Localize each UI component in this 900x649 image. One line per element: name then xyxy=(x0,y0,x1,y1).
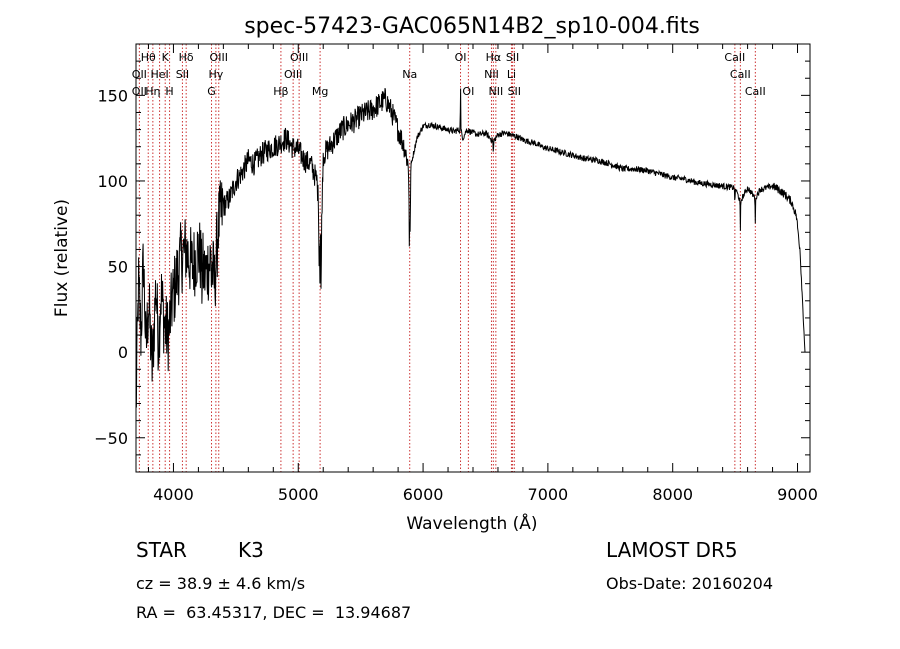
survey-name: LAMOST DR5 xyxy=(606,538,738,562)
x-tick-label: 6000 xyxy=(403,485,444,504)
line-label: OI xyxy=(462,85,474,98)
line-label: SII xyxy=(508,85,521,98)
y-tick-label: 50 xyxy=(108,258,128,277)
line-label: Hη xyxy=(145,85,160,98)
object-subclass: K3 xyxy=(238,538,264,562)
y-tick-label: −50 xyxy=(94,429,128,448)
line-label: OII xyxy=(132,85,147,98)
object-class: STAR xyxy=(136,538,187,562)
line-label: H xyxy=(165,85,173,98)
line-label: HeI xyxy=(150,68,168,81)
coordinates: RA = 63.45317, DEC = 13.94687 xyxy=(136,603,412,622)
line-label: Mg xyxy=(312,85,328,98)
redshift-velocity: cz = 38.9 ± 4.6 km/s xyxy=(136,574,306,593)
spectral-line-markers xyxy=(138,44,756,472)
y-axis-ticks: −50 0 50 100 150 xyxy=(94,60,810,456)
line-label: NII xyxy=(484,68,499,81)
x-tick-label: 4000 xyxy=(153,485,194,504)
x-axis-label: Wavelength (Å) xyxy=(406,512,537,534)
line-label: OI xyxy=(455,51,467,64)
line-label: K xyxy=(162,51,170,64)
x-tick-label: 5000 xyxy=(278,485,319,504)
line-label: Hθ xyxy=(141,51,156,64)
line-label: OII xyxy=(132,68,147,81)
observation-date: Obs-Date: 20160204 xyxy=(606,574,774,593)
plot-frame xyxy=(135,43,811,473)
line-label: CaII xyxy=(745,85,766,98)
spectrum-line xyxy=(135,87,806,408)
line-label: Hδ xyxy=(179,51,194,64)
line-label: OIII xyxy=(210,51,228,64)
line-label: CaII xyxy=(724,51,745,64)
line-label: Hα xyxy=(486,51,502,64)
line-label: Hγ xyxy=(208,68,223,81)
y-axis-label: Flux (relative) xyxy=(52,199,72,317)
line-label: SII xyxy=(506,51,519,64)
line-label: OIII xyxy=(284,68,302,81)
line-label: SII xyxy=(176,68,189,81)
spectral-line-labels: Hθ K Hδ OIII OIII OI Hα SII CaII OII HeI SII Hγ OIII N… xyxy=(132,51,766,98)
line-label: Li xyxy=(507,68,516,81)
y-tick-label: 0 xyxy=(118,343,128,362)
x-axis-ticks: 4000 5000 6000 7000 8000 9000 xyxy=(147,44,818,504)
chart-title: spec-57423-GAC065N14B2_sp10-004.fits xyxy=(244,14,700,39)
line-label: OIII xyxy=(290,51,308,64)
y-tick-label: 100 xyxy=(97,172,128,191)
line-label: NII xyxy=(488,85,503,98)
x-tick-label: 8000 xyxy=(652,485,693,504)
line-label: Na xyxy=(402,68,417,81)
line-label: CaII xyxy=(730,68,751,81)
x-tick-label: 9000 xyxy=(777,485,818,504)
y-tick-label: 150 xyxy=(97,86,128,105)
line-label: G xyxy=(207,85,216,98)
line-label: Hβ xyxy=(273,85,288,98)
x-tick-label: 7000 xyxy=(528,485,569,504)
